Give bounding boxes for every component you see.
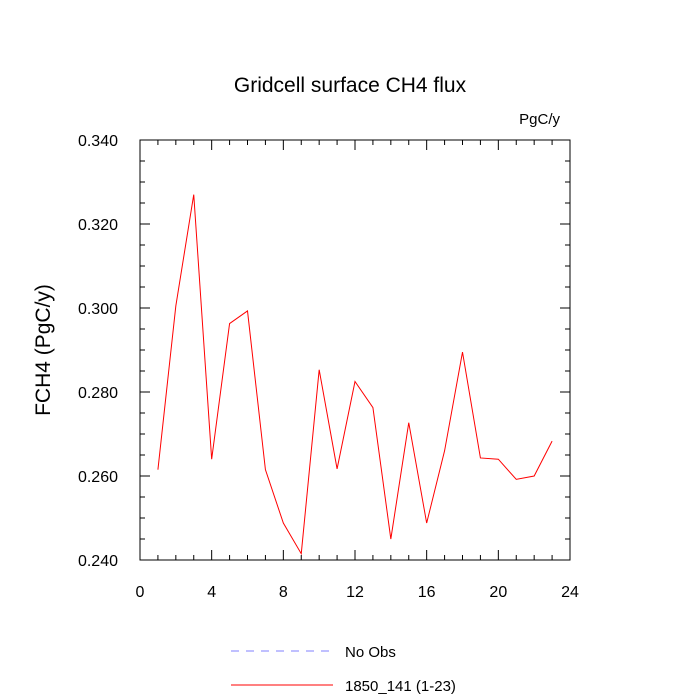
x-tick-label: 24	[561, 584, 579, 601]
y-axis-label: FCH4 (PgC/y)	[32, 284, 55, 416]
x-tick-label: 16	[418, 584, 436, 601]
x-tick-label: 12	[346, 584, 364, 601]
plot-axes: 0 4 8 12 16 20 24 0.240 0.260 0.280 0.300 0.320 0.34…	[78, 133, 579, 601]
y-tick-label: 0.320	[78, 217, 118, 234]
x-tick-label: 20	[489, 584, 507, 601]
units-label: PgC/y	[519, 111, 560, 128]
y-tick-label: 0.300	[78, 301, 118, 318]
x-tick-label: 8	[279, 584, 288, 601]
y-tick-label: 0.240	[78, 553, 118, 570]
series-layer	[157, 194, 553, 556]
legend-label: No Obs	[345, 644, 396, 661]
legend-label: 1850_141 (1-23)	[345, 678, 456, 695]
series-line	[157, 194, 553, 556]
legend: No Obs 1850_141 (1-23)	[231, 644, 456, 695]
x-tick-label: 0	[136, 584, 145, 601]
y-tick-label: 0.260	[78, 469, 118, 486]
y-tick-label: 0.280	[78, 385, 118, 402]
x-tick-label: 4	[207, 584, 216, 601]
chart-title: Gridcell surface CH4 flux	[234, 74, 467, 97]
y-tick-label: 0.340	[78, 133, 118, 150]
